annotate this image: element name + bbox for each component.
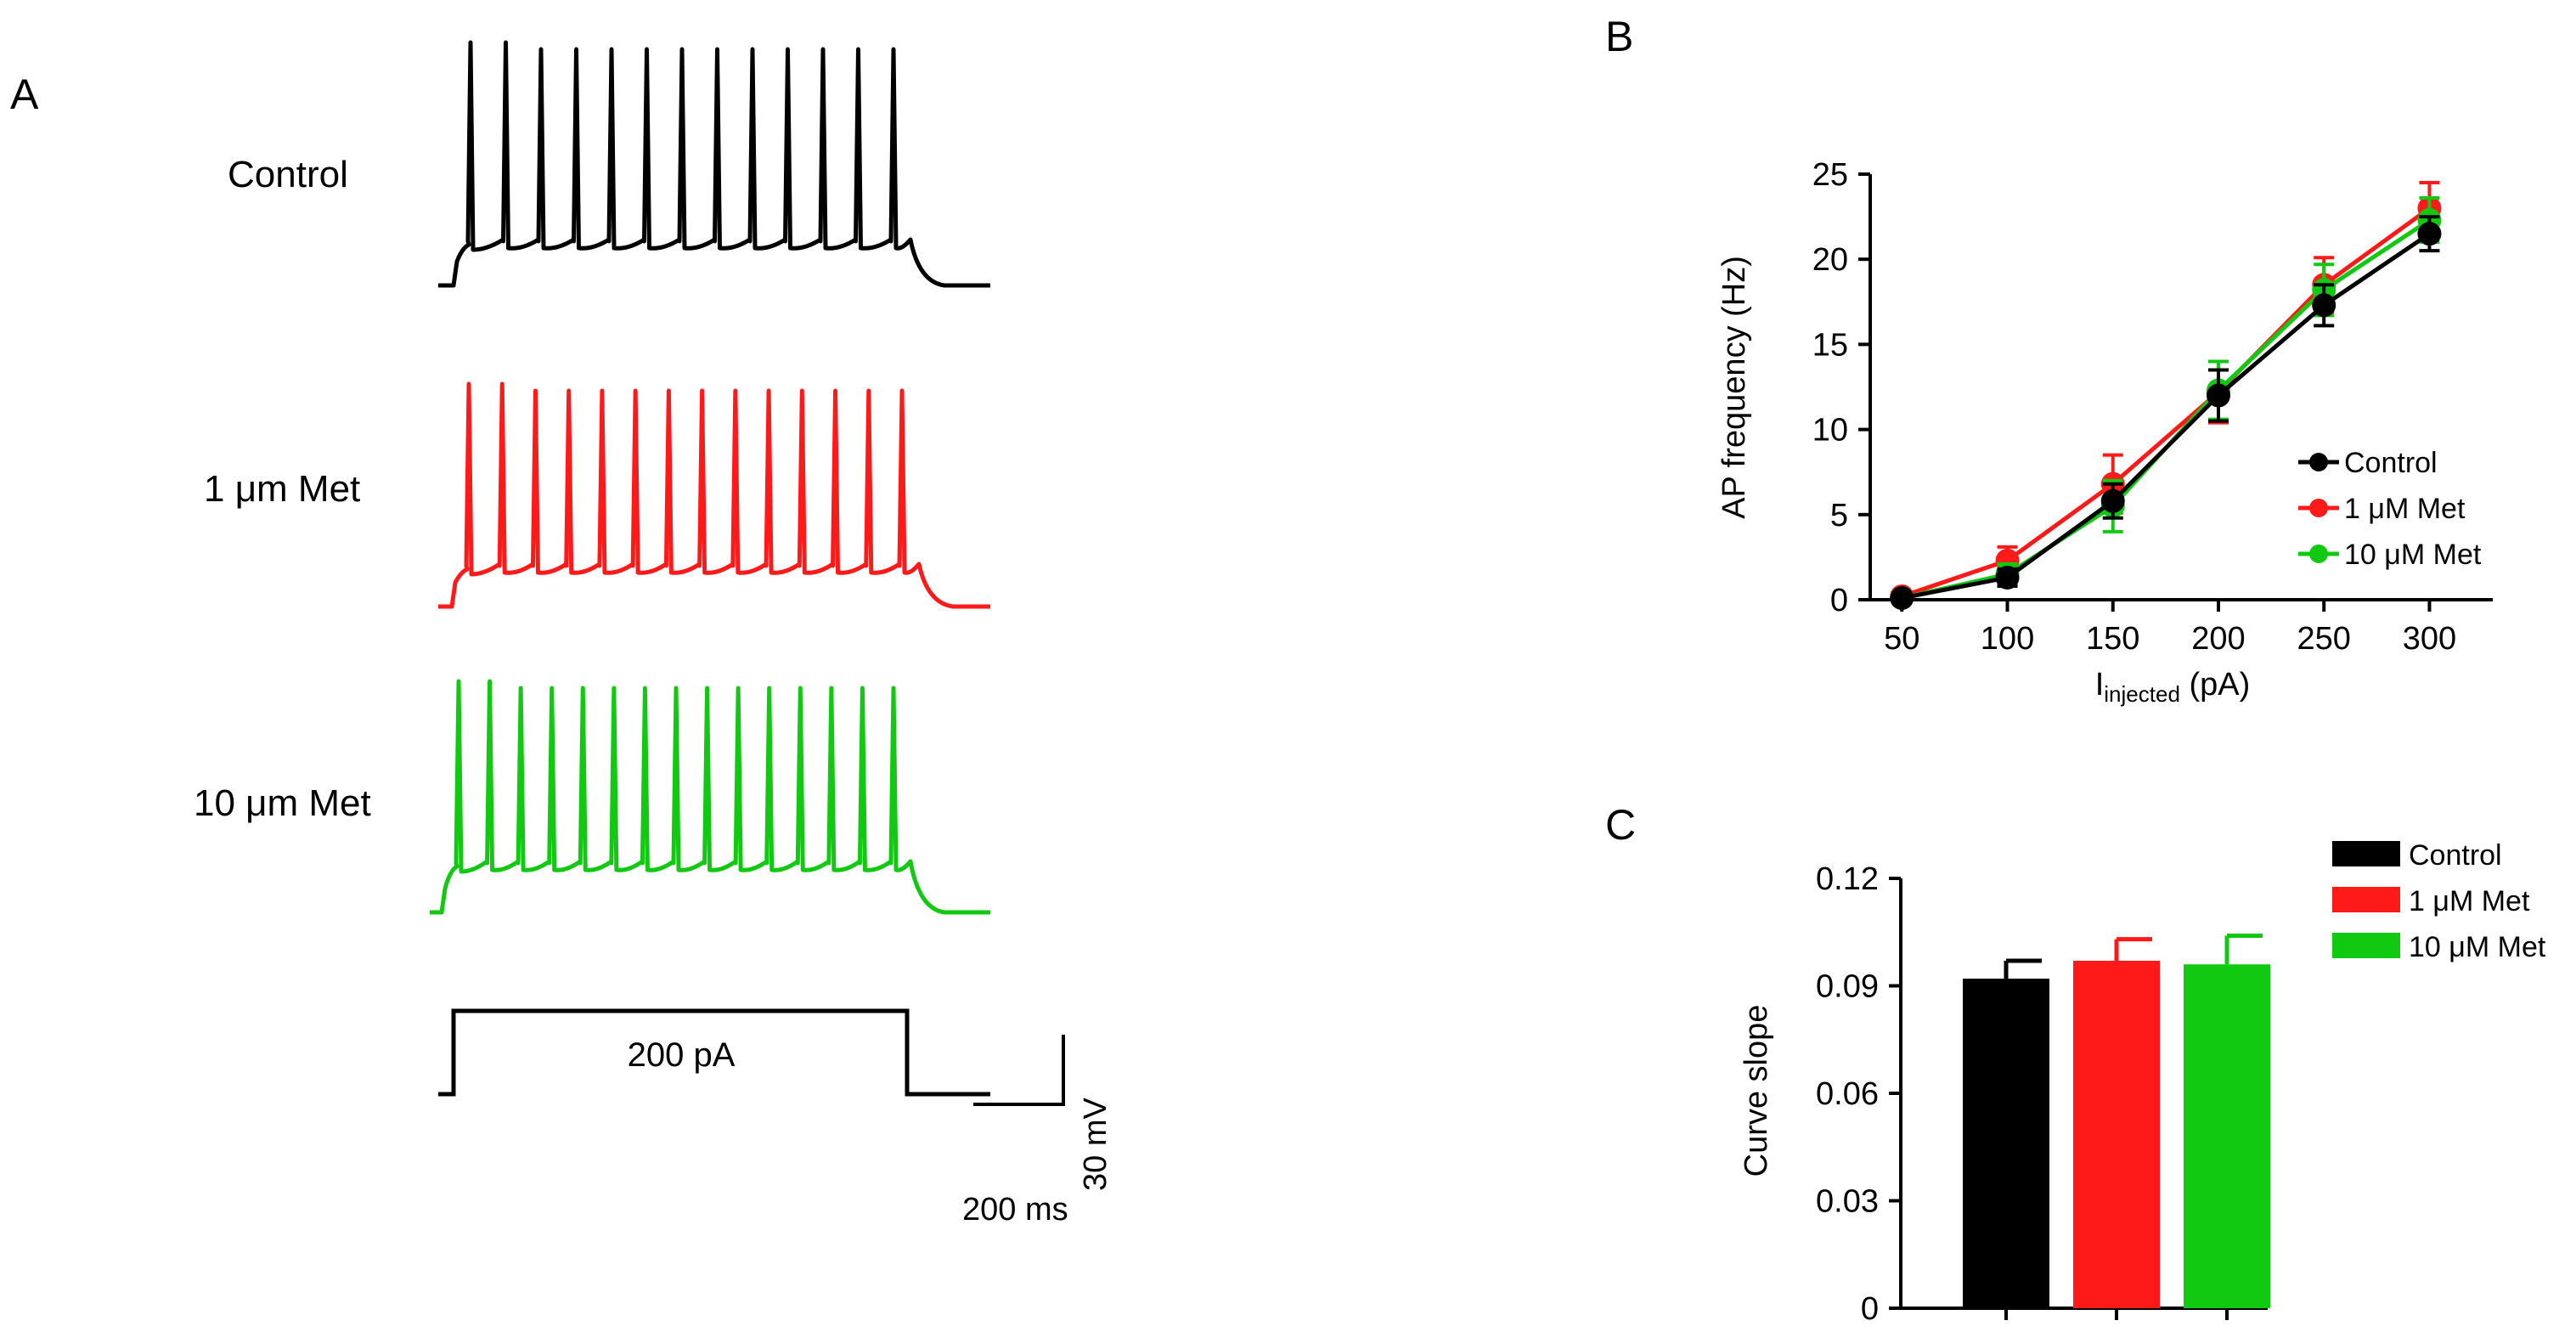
scale-bar — [973, 1035, 1065, 1106]
legend-b-met1-marker — [2309, 499, 2328, 517]
y-tick-label-b: 10 — [1812, 413, 1848, 449]
x-axis-label-subscript: injected — [2104, 681, 2180, 707]
legend-c-met1-swatch — [2332, 887, 2400, 912]
data-point-control — [2312, 293, 2336, 318]
legend-c-met1-label: 1 μM Met — [2409, 885, 2530, 917]
data-point-control — [1995, 565, 2020, 590]
x-axis-label-main: I — [2095, 667, 2105, 703]
bar-met10 — [2184, 964, 2270, 1308]
x-tick-label-b: 50 — [1884, 621, 1919, 657]
bar-control — [1963, 979, 2049, 1308]
panel-a: A Control 1 μm Met 10 μm Met 200 pA 200 … — [10, 40, 1113, 1228]
legend-b-control-label: Control — [2344, 447, 2438, 479]
panel-label-b: B — [1605, 13, 1633, 60]
scale-bar-voltage-label: 30 mV — [1078, 1098, 1113, 1191]
trace-10um-met — [430, 679, 990, 915]
panel-b: B 0 5 10 15 20 25 50 100 150 200 250 300 AP freque… — [1605, 13, 2493, 707]
bar-met1 — [2073, 960, 2160, 1308]
trace-label-met10: 10 μm Met — [194, 782, 371, 824]
x-tick-label-b: 150 — [2086, 621, 2139, 657]
y-tick-label-b: 5 — [1830, 498, 1848, 533]
x-tick-label-b: 100 — [1981, 621, 2034, 657]
trace-1um-met — [438, 381, 990, 609]
series-line-met1 — [1901, 206, 2431, 599]
trace-label-met1: 1 μm Met — [204, 468, 360, 510]
data-point-control — [2417, 222, 2442, 246]
legend-b-met10-marker — [2309, 545, 2328, 563]
data-point-control — [2206, 383, 2230, 408]
x-tick-label-b: 300 — [2403, 621, 2456, 657]
legend-c-met10-label: 10 μM Met — [2409, 931, 2546, 963]
y-tick-label-c: 0.03 — [1816, 1184, 1879, 1220]
y-tick-label-c: 0 — [1861, 1291, 1879, 1327]
series-control — [1890, 215, 2442, 610]
y-tick-label-b: 15 — [1812, 327, 1848, 363]
legend-b: Control 1 μM Met 10 μM Met — [2298, 447, 2482, 571]
x-tick-label-b: 250 — [2297, 621, 2351, 657]
trace-label-control: Control — [228, 154, 348, 195]
panel-c: C 0 0.03 0.06 0.09 0.12 Curve slope Control … — [1605, 801, 2546, 1327]
legend-c: Control 1 μM Met 10 μM Met — [2332, 839, 2546, 963]
data-point-control — [1890, 585, 1914, 610]
y-axis-label-b: AP frequency (Hz) — [1716, 256, 1752, 519]
stimulus-step-trace — [438, 1008, 990, 1097]
series-line-control — [1901, 232, 2431, 601]
x-axis-label-unit: (pA) — [2180, 667, 2250, 703]
trace-control — [438, 40, 990, 288]
y-tick-label-c: 0.09 — [1816, 969, 1879, 1005]
stimulus-label: 200 pA — [628, 1036, 736, 1074]
y-tick-label-c: 0.12 — [1816, 861, 1879, 897]
legend-b-control-marker — [2309, 453, 2328, 471]
data-point-control — [2100, 488, 2125, 513]
y-tick-label-b: 25 — [1812, 157, 1848, 193]
legend-b-met10-label: 10 μM Met — [2344, 539, 2482, 571]
y-tick-label-b: 0 — [1830, 583, 1848, 618]
scale-bar-time-label: 200 ms — [962, 1192, 1068, 1228]
y-tick-label-b: 20 — [1812, 242, 1848, 278]
legend-c-met10-swatch — [2332, 933, 2400, 958]
legend-b-met1-label: 1 μM Met — [2344, 493, 2466, 525]
legend-c-control-swatch — [2332, 841, 2400, 866]
y-axis-label-c: Curve slope — [1739, 1005, 1774, 1177]
panel-label-c: C — [1605, 801, 1636, 849]
panel-label-a: A — [10, 71, 39, 118]
y-tick-label-c: 0.06 — [1816, 1076, 1879, 1112]
legend-c-control-label: Control — [2409, 839, 2502, 872]
x-axis-label-b: Iinjected (pA) — [2095, 667, 2251, 707]
x-tick-label-b: 200 — [2191, 621, 2245, 657]
